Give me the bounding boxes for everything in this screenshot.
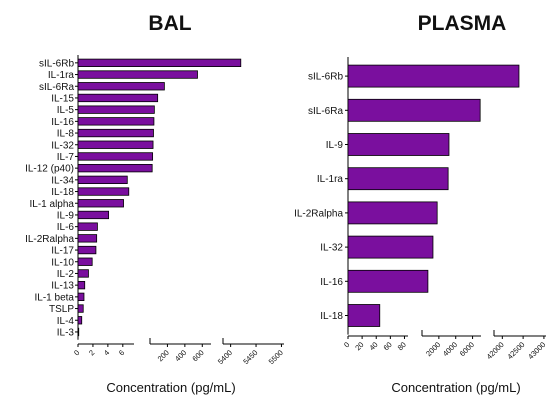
plasma-bar (347, 98, 481, 122)
bal-category-label: IL-1 beta (35, 292, 75, 303)
bal-category-label: IL-13 (51, 281, 74, 292)
bal-category-label: IL-2Ralpha (25, 234, 74, 245)
bal-bar (77, 199, 124, 208)
bal-category-label: IL-9 (57, 210, 75, 221)
plasma-bar (347, 304, 381, 327)
bal-category-label: IL-2 (57, 269, 75, 280)
bal-category-label: IL-18 (51, 187, 74, 198)
bal-bar (77, 187, 130, 196)
bal-bar (77, 292, 85, 302)
bal-bar (77, 70, 198, 79)
bal-bar (77, 93, 159, 103)
bal-x-tick-label: 5500 (267, 348, 285, 366)
bal-chart-title: BAL (148, 12, 191, 35)
bal-bar (77, 128, 154, 138)
bal-bar (77, 269, 89, 278)
bal-category-label: IL-34 (51, 175, 74, 186)
bal-x-tick-label: 5400 (216, 348, 234, 366)
bal-category-label: IL-5 (57, 105, 75, 116)
plasma-bar (347, 64, 520, 88)
plasma-bar (347, 235, 434, 259)
bal-bar (77, 210, 110, 220)
plasma-x-tick-label: 80 (396, 340, 408, 352)
plasma-chart-title: PLASMA (418, 12, 507, 35)
bal-bar (77, 316, 83, 325)
bal-x-tick-label: 200 (156, 348, 171, 363)
plasma-category-label: IL-16 (320, 277, 343, 288)
bal-bar (77, 245, 97, 255)
bal-x-tick-label: 5450 (241, 348, 259, 366)
plasma-x-tick-label: 42500 (505, 340, 526, 361)
plasma-x-tick-label: 2000 (424, 340, 442, 358)
plasma-x-tick-label: 42000 (485, 340, 506, 361)
bal-category-label: IL-6 (57, 222, 75, 233)
plasma-category-label: IL-32 (320, 243, 343, 254)
bal-bar (77, 82, 165, 91)
plasma-category-label: IL-18 (320, 311, 343, 322)
plasma-plot-area: sIL-6Rb sIL-6Ra IL-9 IL-1ra IL-2Ralpha IL-32 I… (294, 57, 547, 361)
plasma-category-label: sIL-6Ra (308, 106, 343, 117)
bal-plot-area: sIL-6RbIL-1rasIL-6RaIL-15IL-5IL-16IL-8IL… (25, 55, 285, 366)
bal-category-label: IL-3 (57, 327, 75, 338)
bal-category-label: IL-1ra (48, 70, 75, 81)
plasma-category-label: IL-2Ralpha (294, 208, 343, 219)
bal-bar (77, 304, 84, 313)
bal-category-label: sIL-6Rb (39, 58, 74, 69)
bal-category-label: IL-17 (51, 246, 74, 257)
bal-bar (77, 327, 80, 337)
bal-bar (77, 152, 154, 161)
bal-category-label: TSLP (49, 304, 74, 315)
bal-category-label: sIL-6Ra (39, 82, 74, 93)
bal-x-tick-label: 6 (117, 348, 126, 357)
plasma-x-tick-label: 0 (342, 340, 351, 349)
bal-category-label: IL-32 (51, 140, 74, 151)
plasma-bar (347, 269, 429, 293)
bal-category-label: IL-8 (57, 129, 75, 140)
plasma-category-label: sIL-6Rb (308, 72, 343, 83)
bal-bar (77, 280, 86, 290)
bal-bar (77, 140, 154, 149)
bal-category-label: IL-16 (51, 117, 74, 128)
bal-x-tick-label: 0 (72, 348, 81, 357)
bal-category-label: IL-10 (51, 257, 74, 268)
bal-x-tick-label: 4 (102, 348, 111, 357)
bal-x-tick-label: 400 (173, 348, 188, 363)
plasma-x-axis-label: Concentration (pg/mL) (391, 380, 520, 395)
plasma-x-tick-label: 20 (353, 340, 365, 352)
bal-bar (77, 105, 155, 114)
bal-category-label: IL-12 (p40) (25, 164, 74, 175)
bal-category-label: IL-4 (57, 316, 75, 327)
plasma-bar (347, 201, 438, 225)
plasma-x-tick-label: 60 (382, 340, 394, 352)
bal-bar (77, 58, 242, 67)
plasma-category-label: IL-9 (326, 140, 344, 151)
plasma-bar (347, 167, 449, 191)
bal-bar (77, 117, 155, 126)
plasma-x-tick-label: 4000 (441, 340, 459, 358)
bal-category-label: IL-15 (51, 93, 74, 104)
bal-x-axis-label: Concentration (pg/mL) (106, 380, 235, 395)
plasma-bar (347, 133, 450, 156)
bal-x-tick-label: 2 (87, 348, 96, 357)
plasma-x-tick-label: 43000 (526, 340, 547, 361)
bal-bar (77, 234, 98, 243)
bal-bar (77, 222, 98, 231)
bal-bar (77, 257, 93, 266)
bal-bar (77, 163, 153, 173)
plasma-x-tick-label: 6000 (458, 340, 476, 358)
bal-x-tick-label: 600 (190, 348, 205, 363)
bal-category-label: IL-7 (57, 152, 75, 163)
bal-category-label: IL-1 alpha (30, 199, 75, 210)
plasma-x-tick-label: 40 (367, 340, 379, 352)
plasma-category-label: IL-1ra (317, 174, 344, 185)
bal-bar (77, 175, 128, 185)
